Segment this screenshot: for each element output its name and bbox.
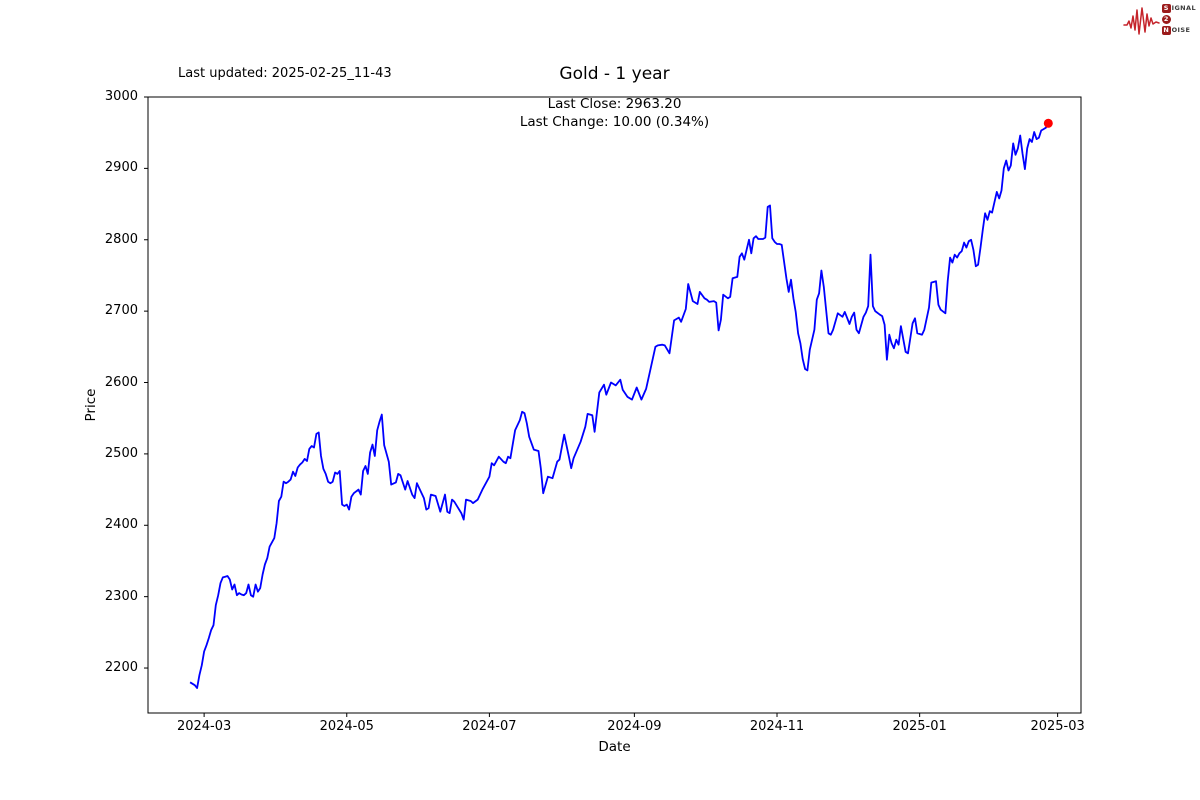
chart-title: Gold - 1 year (559, 64, 670, 84)
y-tick-label: 2500 (104, 445, 138, 461)
heartbeat-waveform-icon (1122, 7, 1160, 35)
logo-text-oise: OISE (1171, 26, 1191, 34)
logo-row-2: 2 (1161, 14, 1196, 24)
logo-row-noise: N OISE (1161, 25, 1196, 35)
logo-badge-2: 2 (1161, 14, 1171, 24)
x-axis-label: Date (598, 739, 631, 755)
logo-badge-n: N (1161, 25, 1171, 35)
y-tick-label: 2400 (104, 517, 138, 533)
logo-text-ignal: IGNAL (1171, 4, 1196, 12)
y-axis-label: Price (83, 388, 99, 422)
x-tick-label: 2024-03 (176, 719, 232, 734)
price-series-line (189, 122, 1050, 689)
y-tick-label: 2200 (104, 660, 138, 676)
y-tick-label: 3000 (104, 89, 138, 104)
y-tick-label: 2900 (104, 160, 138, 176)
plot-border (147, 96, 1082, 714)
signal2noise-logo: S IGNAL 2 N OISE (1122, 3, 1196, 35)
logo-row-signal: S IGNAL (1161, 3, 1196, 13)
y-tick-label: 2800 (104, 231, 138, 247)
last-change-annotation: Last Change: 10.00 (0.34%) (519, 114, 710, 130)
x-tick-label: 2024-07 (462, 719, 517, 734)
y-tick-label: 2300 (104, 588, 138, 604)
y-tick-label: 2700 (104, 303, 138, 319)
last-updated-text: Last updated: 2025-02-25_11-43 (178, 66, 392, 81)
x-tick-label: 2025-01 (892, 719, 947, 734)
y-tick-label: 2600 (104, 374, 138, 390)
last-close-annotation: Last Close: 2963.20 (547, 96, 682, 112)
x-tick-label: 2025-03 (1030, 719, 1085, 734)
x-tick-label: 2024-09 (607, 719, 662, 734)
last-close-marker (1043, 118, 1053, 128)
x-tick-label: 2024-11 (749, 719, 805, 734)
x-tick-label: 2024-05 (319, 719, 374, 734)
logo-text-block: S IGNAL 2 N OISE (1161, 3, 1196, 35)
logo-badge-s: S (1161, 3, 1171, 13)
